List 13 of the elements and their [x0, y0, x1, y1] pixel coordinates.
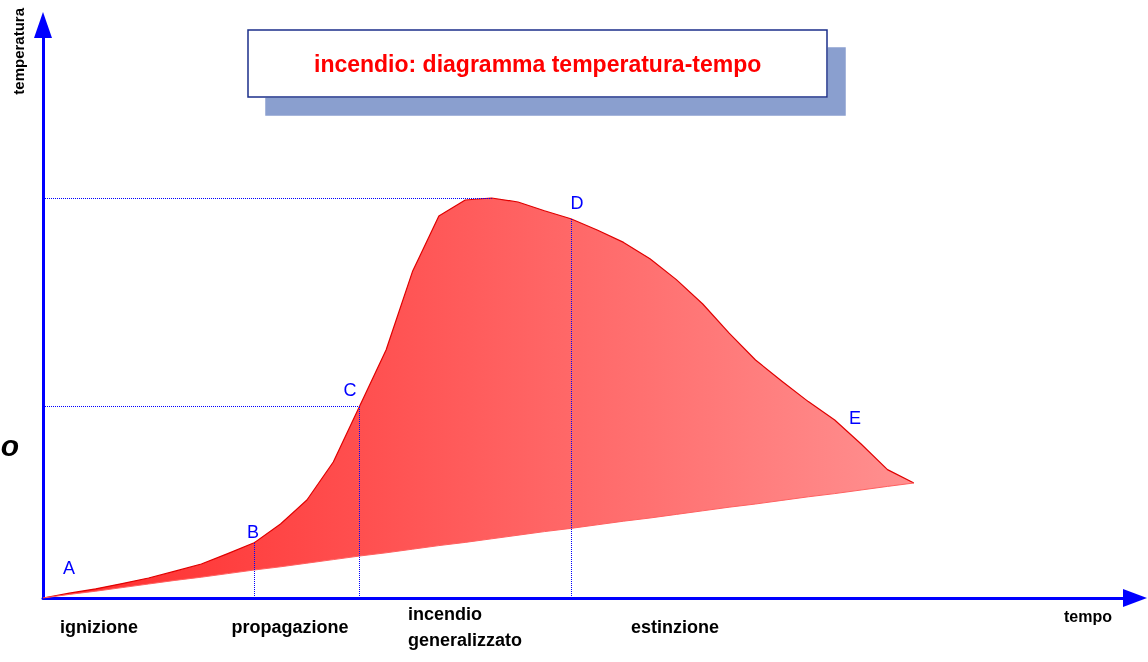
text: propagazione	[231, 617, 349, 637]
annotation: B	[246, 522, 260, 542]
annotation: A	[62, 558, 76, 578]
annotation: E	[848, 408, 862, 428]
text: estinzione	[630, 617, 720, 637]
annotation: C	[343, 380, 357, 400]
text: ignizione	[60, 617, 138, 637]
text: temperatura	[9, 7, 27, 95]
chart-title: incendio: diagramma temperatura-tempo	[314, 50, 762, 77]
text: incendio generalizzato	[408, 604, 523, 650]
x-axis-title: tempo	[1064, 607, 1113, 625]
annotation: D	[570, 193, 584, 213]
text: o	[0, 428, 20, 462]
